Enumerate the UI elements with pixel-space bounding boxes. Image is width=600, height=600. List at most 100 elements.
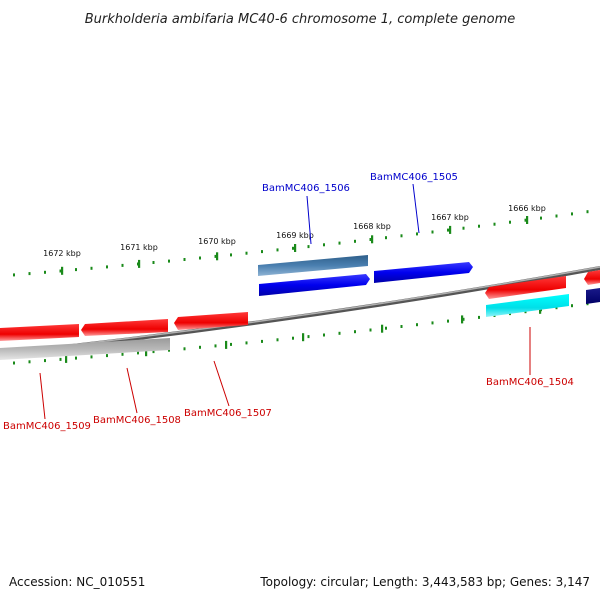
callout-line-bam1505 [412,183,420,234]
scale-dot [555,306,558,310]
scale-dot [121,352,124,356]
scale-dot [245,251,248,255]
gene-bam1506[interactable] [259,274,370,296]
gene-label-bam1509[interactable]: BamMC406_1509 [3,421,91,432]
scale-label-1668: 1668 kbp [353,222,391,231]
scale-dot [369,328,372,332]
scale-dot [431,230,434,234]
scale-major-tick [138,259,141,268]
scale-dot [90,355,93,359]
gene-label-bam1508[interactable]: BamMC406_1508 [93,415,181,426]
scale-major-tick [65,354,68,363]
scale-dot [245,341,248,345]
gene-label-bam1507[interactable]: BamMC406_1507 [184,408,272,419]
scale-dot [571,212,573,216]
scale-major-tick [216,252,219,261]
scale-major-tick [225,340,228,349]
scale-dot [261,339,263,343]
scale-label-1670: 1670 kbp [198,237,236,246]
scale-dot [199,345,201,349]
scale-dot [183,347,186,351]
scale-dot [555,214,558,218]
gene-bam1509-pseudo[interactable] [0,338,170,360]
scale-major-tick [61,266,64,275]
scale-dot [385,236,387,240]
scale-dot [199,256,201,260]
scale-dot [276,338,279,342]
scale-dot [230,253,232,257]
genome-summary-text: Topology: circular; Length: 3,443,583 bp… [259,575,590,589]
scale-dot [354,330,356,334]
scale-label-1666: 1666 kbp [508,204,546,213]
callout-line-bam1509 [39,372,46,420]
gene-label-bam1505[interactable]: BamMC406_1505 [370,172,458,183]
scale-dot [13,273,15,277]
scale-label-1667: 1667 kbp [431,213,469,222]
scale-major-tick [526,216,529,224]
scale-major-tick [294,244,297,252]
gene-bam1504[interactable] [485,276,566,299]
scale-dot [59,357,62,361]
callout-line-bam1508 [126,367,138,414]
gene-bam1505[interactable] [374,262,473,283]
scale-dot [121,263,124,267]
scale-dot [75,268,77,272]
scale-dot [447,319,449,323]
upper-scale-ticks [13,210,589,277]
scale-label-1669: 1669 kbp [276,231,314,240]
scale-major-tick [302,333,305,342]
scale-dot [276,248,279,252]
scale-dot [90,266,93,270]
scale-label-1671: 1671 kbp [120,243,158,252]
scale-dot [152,261,155,264]
gene-bam1504-alt[interactable] [486,294,569,317]
scale-dot [59,269,62,273]
scale-major-tick [461,315,464,324]
scale-dot [292,246,294,250]
scale-dot [307,335,310,339]
gene-offscreen-right-navy[interactable] [586,288,600,304]
scale-major-tick [381,324,384,333]
scale-dot [13,361,15,365]
scale-dot [214,344,217,348]
genome-title: Burkholderia ambifaria MC40-6 chromosome… [85,12,515,27]
scale-major-tick [145,348,148,357]
scale-dot [416,323,418,327]
scale-dot [137,351,139,355]
gene-bam1507[interactable] [174,312,248,330]
scale-dot [400,325,403,328]
callout-line-bam1506 [306,195,312,245]
scale-dot [214,254,217,258]
gene-bam1509[interactable] [0,324,79,341]
scale-dot [106,354,108,358]
scale-dot [354,239,356,243]
scale-dot [338,241,341,245]
scale-dot [400,234,403,238]
scale-dot [338,331,341,335]
gene-bam1506-rna[interactable] [258,255,368,276]
gene-label-bam1506[interactable]: BamMC406_1506 [262,183,350,194]
scale-dot [385,326,387,330]
scale-dot [586,210,589,214]
scale-dot [369,238,372,241]
scale-dot [524,218,527,222]
gene-offscreen-right-red[interactable] [584,270,600,285]
scale-label-1672: 1672 kbp [43,249,81,258]
gene-label-bam1504[interactable]: BamMC406_1504 [486,377,574,388]
scale-dot [261,250,263,254]
scale-dot [230,342,232,346]
scale-dot [571,304,573,308]
accession-text: Accession: NC_010551 [9,575,145,589]
scale-dot [106,265,108,269]
scale-dot [28,272,31,276]
scale-dot [416,232,418,236]
gene-bam1508[interactable] [81,319,168,336]
scale-major-tick [371,235,374,244]
scale-dot [323,333,325,337]
scale-dot [168,259,170,263]
scale-dot [168,348,170,352]
callout-line-bam1507 [213,360,230,407]
scale-dot [478,224,480,228]
scale-dot [462,226,465,230]
